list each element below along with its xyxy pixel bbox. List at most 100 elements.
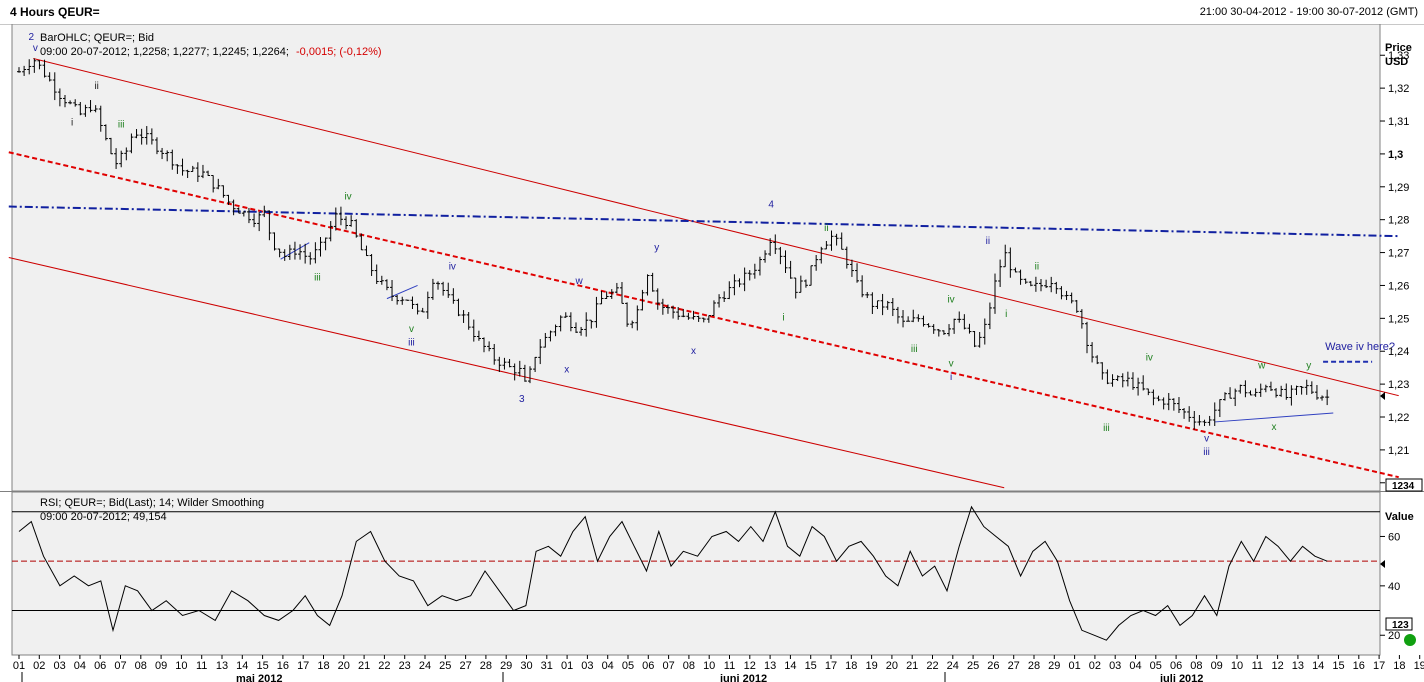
ohlc-bar[interactable] [114,148,119,169]
ohlc-bar[interactable] [1125,371,1130,387]
ohlc-bar[interactable] [364,245,369,257]
ohlc-bar[interactable] [180,158,185,176]
ohlc-bar[interactable] [42,59,47,78]
ohlc-bar[interactable] [497,356,502,373]
ohlc-bar[interactable] [1171,398,1176,411]
ohlc-bar[interactable] [349,215,354,227]
ohlc-bar[interactable] [1136,377,1141,396]
ohlc-bar[interactable] [568,312,573,332]
ohlc-bar[interactable] [425,291,430,319]
ohlc-bar[interactable] [211,175,216,193]
ohlc-bar[interactable] [717,294,722,308]
ohlc-bar[interactable] [1079,309,1084,329]
ohlc-bar[interactable] [671,305,676,319]
ohlc-bar[interactable] [630,320,635,329]
ohlc-bar[interactable] [1304,379,1309,395]
ohlc-bar[interactable] [1069,292,1074,304]
ohlc-bar[interactable] [328,221,333,242]
ohlc-bar[interactable] [456,298,461,317]
ohlc-bar[interactable] [119,150,124,168]
ohlc-bar[interactable] [216,178,221,190]
ohlc-bar[interactable] [144,126,149,145]
ohlc-bar[interactable] [1294,385,1299,396]
ohlc-bar[interactable] [936,328,941,337]
ohlc-bar[interactable] [1325,389,1330,406]
ohlc-bar[interactable] [1105,369,1110,385]
ohlc-bar[interactable] [660,298,665,315]
ohlc-bar[interactable] [1248,390,1253,396]
ohlc-bar[interactable] [768,238,773,256]
channel-upper-line[interactable] [33,58,1399,397]
ohlc-bar[interactable] [415,303,420,315]
ohlc-bar[interactable] [614,282,619,294]
ohlc-bar[interactable] [773,234,778,255]
ohlc-bar[interactable] [308,252,313,265]
ohlc-bar[interactable] [931,324,936,334]
ohlc-bar[interactable] [1192,411,1197,430]
ohlc-bar[interactable] [952,318,957,334]
ohlc-bar[interactable] [788,260,793,279]
ohlc-bar[interactable] [977,331,982,348]
ohlc-bar[interactable] [436,281,441,290]
ohlc-bar[interactable] [374,264,379,285]
ohlc-bar[interactable] [1289,385,1294,406]
ohlc-bar[interactable] [37,60,42,70]
ohlc-bar[interactable] [395,295,400,305]
ohlc-bar[interactable] [993,273,998,314]
ohlc-bar[interactable] [1003,244,1008,268]
ohlc-bar[interactable] [1314,384,1319,400]
ohlc-bar[interactable] [231,199,236,216]
ohlc-bar[interactable] [972,331,977,348]
ohlc-bar[interactable] [1217,399,1222,418]
ohlc-bar[interactable] [870,292,875,315]
ohlc-bar[interactable] [701,317,706,323]
ohlc-bar[interactable] [1284,383,1289,400]
ohlc-bar[interactable] [1274,388,1279,398]
ohlc-bar[interactable] [1212,402,1217,426]
ohlc-bar[interactable] [1059,286,1064,300]
moving-average-line[interactable] [8,205,1399,238]
ohlc-bar[interactable] [27,59,32,75]
triangle-base-line[interactable] [1214,412,1334,423]
ohlc-bar[interactable] [594,296,599,328]
ohlc-bar[interactable] [665,304,670,314]
ohlc-bar[interactable] [57,88,62,107]
ohlc-bar[interactable] [1197,415,1202,426]
ohlc-bar[interactable] [1279,385,1284,397]
ohlc-bar[interactable] [154,137,159,155]
ohlc-bar[interactable] [793,277,798,299]
ohlc-bar[interactable] [763,250,768,263]
ohlc-bar[interactable] [901,310,906,328]
ohlc-bar[interactable] [1202,419,1207,427]
ohlc-bar[interactable] [441,281,446,296]
ohlc-bar[interactable] [206,170,211,177]
ohlc-bar[interactable] [47,72,52,82]
ohlc-bar[interactable] [226,194,231,205]
ohlc-bar[interactable] [998,259,1003,287]
ohlc-bar[interactable] [466,311,471,330]
ohlc-bar[interactable] [354,219,359,238]
ohlc-bar[interactable] [737,278,742,288]
ohlc-bar[interactable] [533,356,538,372]
ohlc-bar[interactable] [1182,408,1187,419]
ohlc-bar[interactable] [1013,267,1018,273]
ohlc-bar[interactable] [798,275,803,293]
rsi-series-line[interactable] [18,505,1328,641]
ohlc-bar[interactable] [333,207,338,231]
ohlc-bar[interactable] [1156,395,1161,402]
ohlc-bar[interactable] [98,105,103,132]
ohlc-bar[interactable] [573,322,578,333]
ohlc-bar[interactable] [1146,388,1151,396]
ohlc-bar[interactable] [1018,269,1023,285]
ohlc-bar[interactable] [298,244,303,260]
ohlc-bar[interactable] [609,289,614,299]
ohlc-bar[interactable] [880,293,885,316]
ohlc-bar[interactable] [1320,395,1325,401]
ohlc-bar[interactable] [502,357,507,370]
ohlc-bar[interactable] [236,207,241,214]
ohlc-bar[interactable] [1228,387,1233,399]
ohlc-bar[interactable] [303,243,308,264]
ohlc-bar[interactable] [221,185,226,198]
ohlc-bar[interactable] [696,315,701,322]
